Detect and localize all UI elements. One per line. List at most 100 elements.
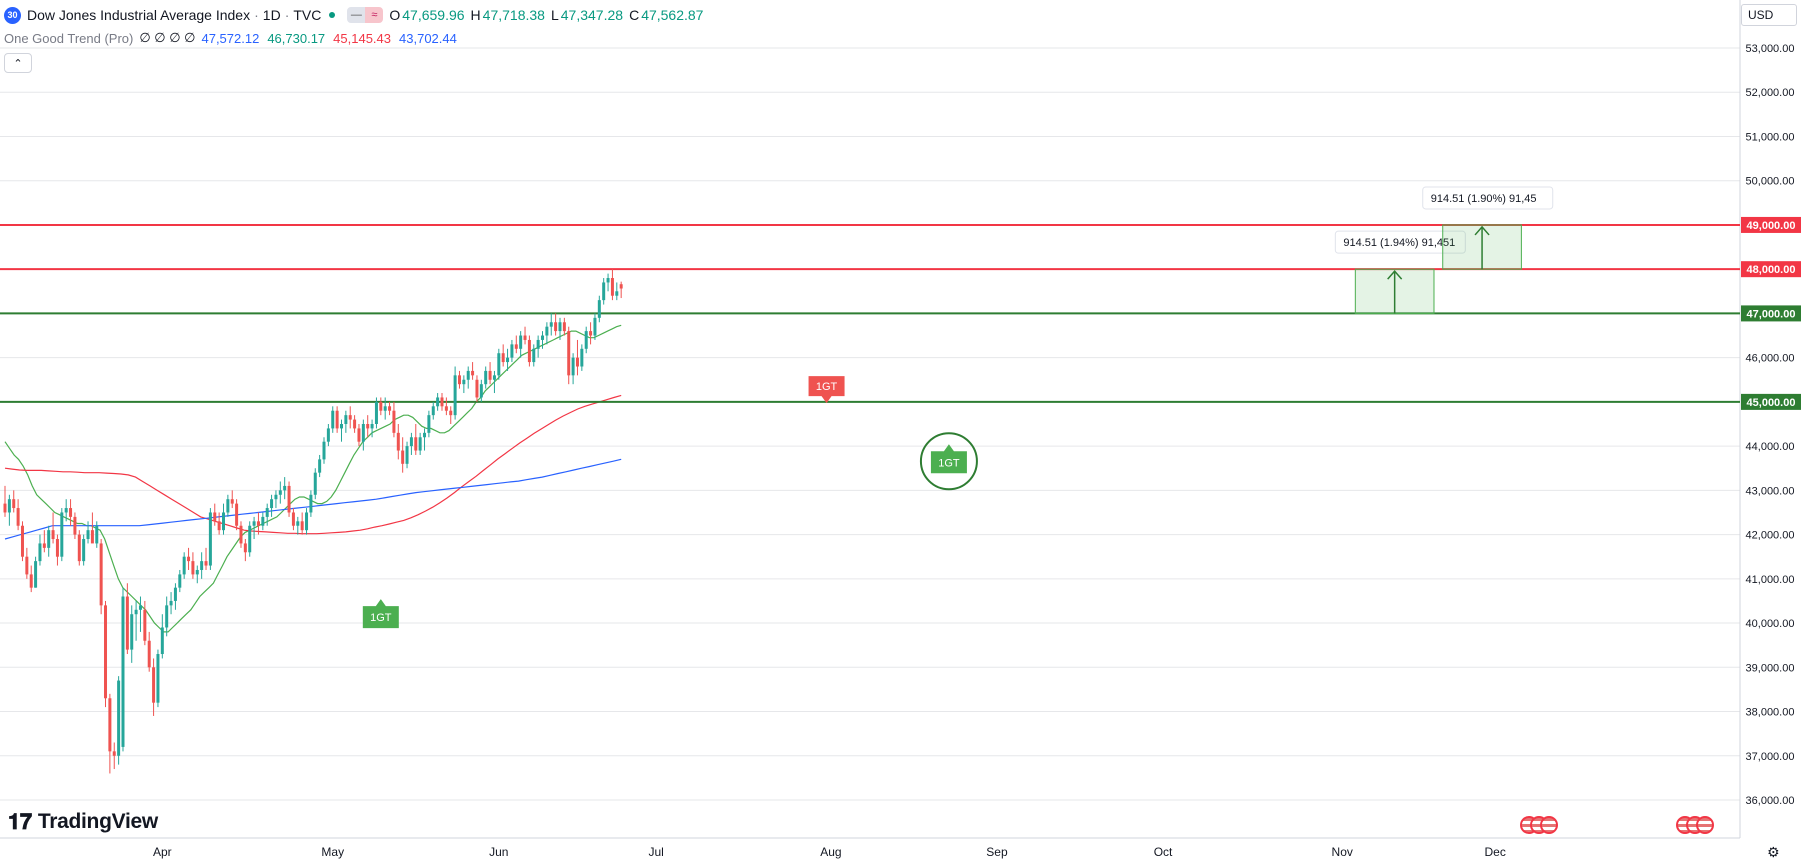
candle-body[interactable] — [204, 561, 208, 566]
approx-icon[interactable]: ≈ — [365, 7, 384, 23]
candle-body[interactable] — [497, 353, 501, 376]
currency-selector[interactable]: USD — [1741, 4, 1797, 26]
candle-body[interactable] — [423, 432, 427, 438]
candle-body[interactable] — [55, 539, 59, 557]
candle-body[interactable] — [471, 370, 475, 376]
candle-body[interactable] — [527, 339, 531, 363]
candle-body[interactable] — [562, 322, 566, 332]
candle-body[interactable] — [610, 278, 614, 296]
candle-body[interactable] — [173, 587, 177, 601]
candle-body[interactable] — [466, 370, 470, 380]
candle-body[interactable] — [615, 291, 619, 296]
candle-body[interactable] — [217, 521, 221, 531]
candle-body[interactable] — [449, 410, 453, 416]
us-flag-icon[interactable] — [1696, 816, 1714, 834]
candle-body[interactable] — [506, 357, 510, 363]
candle-body[interactable] — [357, 428, 361, 442]
candle-body[interactable] — [313, 472, 317, 495]
indicator-name[interactable]: One Good Trend (Pro) — [4, 30, 134, 46]
candle-body[interactable] — [510, 344, 514, 358]
candle-body[interactable] — [409, 437, 413, 447]
candle-body[interactable] — [112, 751, 116, 756]
candle-body[interactable] — [60, 512, 64, 557]
candle-body[interactable] — [309, 494, 313, 513]
candle-body[interactable] — [270, 499, 274, 509]
candle-body[interactable] — [453, 375, 457, 416]
candle-body[interactable] — [296, 521, 300, 526]
candle-body[interactable] — [25, 556, 29, 575]
candle-body[interactable] — [418, 437, 422, 451]
candle-body[interactable] — [152, 667, 156, 703]
candle-body[interactable] — [248, 525, 252, 553]
candle-body[interactable] — [138, 605, 142, 610]
candle-body[interactable] — [200, 561, 204, 570]
candle-body[interactable] — [318, 459, 322, 473]
candle-body[interactable] — [287, 485, 291, 513]
tradingview-logo[interactable]: 𝟏𝟕 TradingView — [8, 809, 158, 835]
chart-type-toggle[interactable]: — ≈ — [347, 7, 384, 23]
candle-body[interactable] — [462, 379, 466, 385]
candle-body[interactable] — [182, 556, 186, 575]
candle-body[interactable] — [475, 379, 479, 398]
interval-label[interactable]: 1D — [262, 7, 281, 23]
candle-body[interactable] — [427, 415, 431, 433]
candle-body[interactable] — [344, 415, 348, 424]
candle-body[interactable] — [156, 654, 160, 703]
candle-body[interactable] — [558, 322, 562, 332]
candle-body[interactable] — [379, 401, 383, 411]
candle-body[interactable] — [64, 508, 68, 513]
candle-body[interactable] — [484, 370, 488, 385]
candle-body[interactable] — [370, 424, 374, 429]
candle-body[interactable] — [16, 508, 20, 526]
candle-body[interactable] — [256, 521, 260, 526]
candle-body[interactable] — [265, 508, 269, 517]
candle-body[interactable] — [165, 605, 169, 628]
candle-body[interactable] — [374, 401, 378, 424]
candle-body[interactable] — [444, 406, 448, 411]
candle-body[interactable] — [95, 525, 99, 544]
candle-body[interactable] — [274, 494, 278, 500]
candle-body[interactable] — [339, 424, 343, 429]
candle-body[interactable] — [589, 331, 593, 336]
candle-body[interactable] — [261, 516, 265, 526]
candle-body[interactable] — [104, 605, 108, 699]
candle-body[interactable] — [606, 278, 610, 283]
candle-body[interactable] — [431, 406, 435, 416]
candle-body[interactable] — [545, 326, 549, 336]
candle-body[interactable] — [134, 609, 138, 615]
candle-body[interactable] — [331, 410, 335, 429]
candle-body[interactable] — [20, 525, 24, 557]
symbol-name[interactable]: Dow Jones Industrial Average Index — [27, 7, 251, 23]
candle-body[interactable] — [457, 375, 461, 385]
candle-body[interactable] — [77, 534, 81, 562]
buy-signal-marker[interactable] — [362, 599, 399, 629]
candle-body[interactable] — [42, 543, 46, 548]
candle-body[interactable] — [549, 322, 553, 327]
candle-body[interactable] — [414, 437, 418, 451]
candle-body[interactable] — [492, 375, 496, 380]
candle-body[interactable] — [86, 530, 90, 540]
candle-body[interactable] — [12, 499, 16, 509]
candle-body[interactable] — [440, 397, 444, 407]
candle-body[interactable] — [108, 698, 112, 752]
candle-body[interactable] — [300, 521, 304, 531]
candle-body[interactable] — [388, 406, 392, 411]
candle-body[interactable] — [7, 499, 11, 513]
candle-body[interactable] — [160, 627, 164, 655]
candle-body[interactable] — [213, 512, 217, 522]
candle-body[interactable] — [69, 508, 73, 517]
candle-body[interactable] — [235, 503, 239, 526]
us-flag-icon[interactable] — [1540, 816, 1558, 834]
candle-body[interactable] — [405, 446, 409, 464]
candle-body[interactable] — [584, 331, 588, 349]
candle-body[interactable] — [187, 556, 191, 562]
candle-body[interactable] — [383, 406, 387, 411]
candle-body[interactable] — [514, 344, 518, 349]
candle-body[interactable] — [34, 561, 38, 588]
candle-body[interactable] — [82, 539, 86, 562]
candle-body[interactable] — [366, 424, 370, 429]
candle-body[interactable] — [278, 490, 282, 495]
candle-body[interactable] — [361, 424, 365, 442]
candle-body[interactable] — [523, 335, 527, 340]
